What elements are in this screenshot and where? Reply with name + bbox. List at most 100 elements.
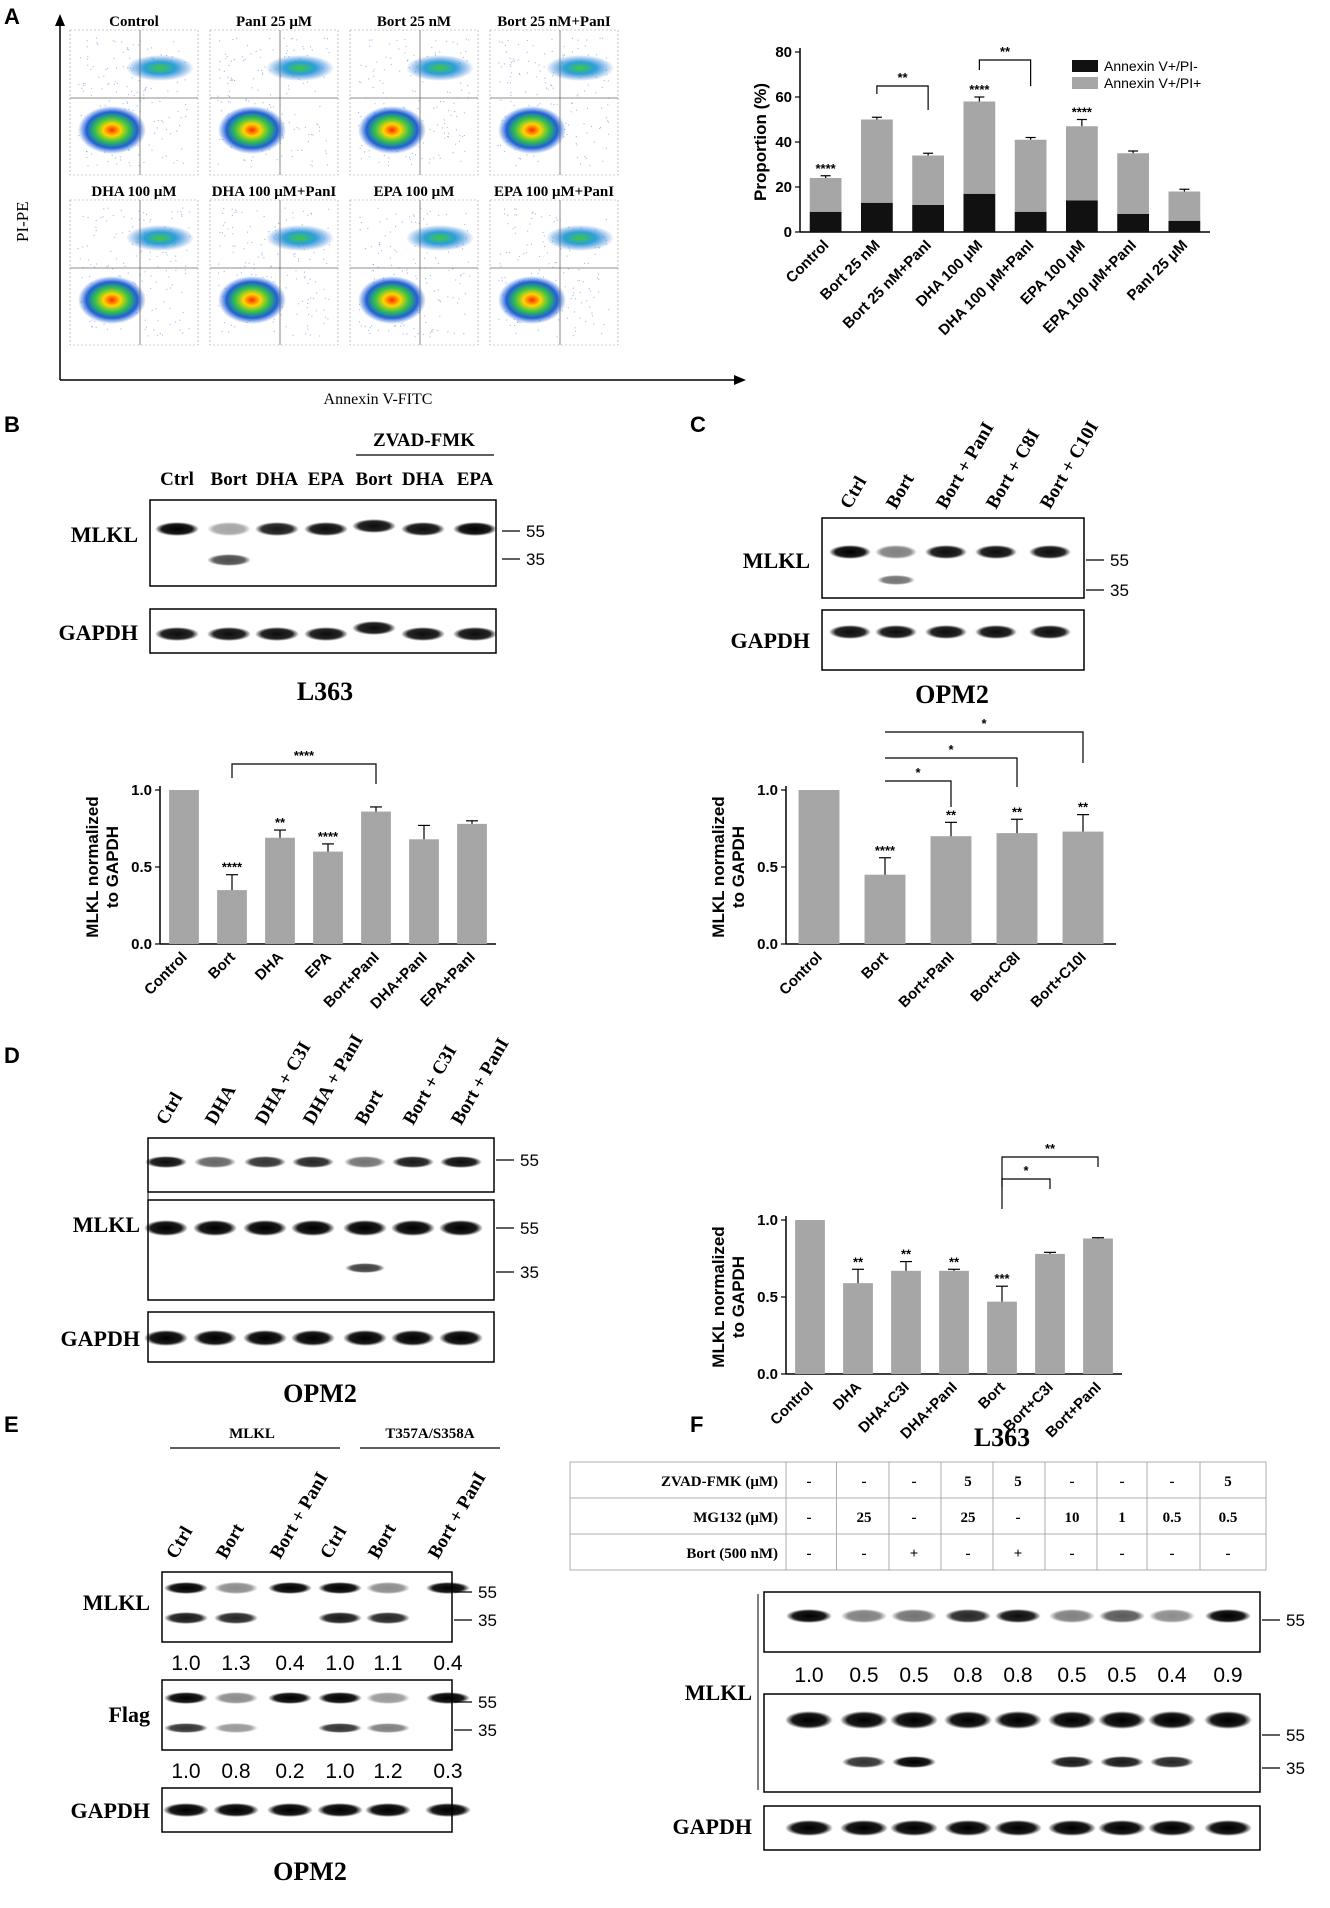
flow-event <box>112 214 114 217</box>
flow-event <box>175 269 177 271</box>
flow-plot: EPA 100 μM+PanI <box>489 184 619 346</box>
flow-event <box>372 264 374 266</box>
flow-event <box>293 128 295 130</box>
flow-event <box>127 49 129 51</box>
flow-event <box>507 223 509 225</box>
flow-event <box>437 299 439 301</box>
condition-value: 0.5 <box>1163 1510 1182 1526</box>
flow-event <box>291 150 293 152</box>
flow-event <box>595 92 597 94</box>
flow-event <box>574 327 576 329</box>
flow-event <box>575 142 577 144</box>
flow-event <box>394 249 396 251</box>
band <box>144 1330 188 1346</box>
x-tick-label: DHA <box>830 1379 865 1414</box>
flow-event <box>463 333 465 335</box>
flow-population-live <box>218 106 286 154</box>
flow-event <box>224 53 226 55</box>
flow-event <box>459 283 461 285</box>
flow-event <box>223 70 225 72</box>
flow-event <box>435 40 437 42</box>
flow-event <box>107 67 109 70</box>
bar <box>930 836 972 944</box>
bar-segment <box>1065 126 1098 201</box>
gapdh-blot-frame <box>821 609 1085 671</box>
flow-event <box>562 54 564 56</box>
flow-event <box>234 59 236 61</box>
flow-event <box>155 308 157 310</box>
flow-event <box>359 216 361 218</box>
flow-event <box>376 61 378 63</box>
band <box>155 522 199 536</box>
condition-value: - <box>1016 1510 1021 1526</box>
flow-event <box>359 229 361 231</box>
flow-event <box>544 82 547 84</box>
flow-plot: PanI 25 μM <box>209 14 339 176</box>
flow-event <box>426 252 428 254</box>
bracket-label: ** <box>1000 44 1011 59</box>
flow-event <box>510 61 512 64</box>
flow-event <box>241 211 243 213</box>
significance-bracket <box>978 59 1032 86</box>
flow-event <box>547 88 549 90</box>
flow-event <box>456 302 459 304</box>
flow-event <box>588 288 590 290</box>
bar-segment <box>963 193 996 232</box>
y-tick-label: 40 <box>775 134 792 151</box>
flow-event <box>508 252 510 254</box>
flow-event <box>223 270 225 272</box>
flow-event <box>143 90 145 92</box>
flow-event <box>292 217 294 219</box>
flow-event <box>306 325 309 327</box>
band <box>214 1692 258 1704</box>
lane-label: Bort + PanI <box>447 1035 513 1129</box>
flow-event <box>250 53 252 55</box>
band <box>244 1156 286 1168</box>
flow-event <box>311 49 313 51</box>
flow-event <box>377 207 379 209</box>
flow-plot-frame <box>349 29 479 176</box>
flow-event <box>111 154 113 156</box>
flow-event <box>188 227 190 229</box>
flow-event <box>586 39 588 41</box>
band <box>365 1803 411 1817</box>
flow-event <box>395 213 397 215</box>
legend-swatch <box>1072 60 1098 72</box>
lane-label: Ctrl <box>836 473 871 513</box>
flow-event <box>293 253 295 256</box>
flow-event <box>150 219 152 221</box>
flow-event <box>304 126 306 128</box>
flow-event <box>598 273 600 275</box>
flow-event <box>576 156 579 159</box>
flow-event <box>367 227 369 230</box>
panel-letter-d: D <box>4 1043 20 1068</box>
flow-event <box>583 90 586 92</box>
flow-event <box>126 86 128 88</box>
flow-event <box>310 133 313 135</box>
condition-table <box>569 1461 1267 1571</box>
lane-label: EPA <box>308 469 345 490</box>
flow-event <box>426 282 428 284</box>
flow-event <box>371 39 373 41</box>
flow-event <box>432 329 434 331</box>
cleaved-band <box>1150 1756 1194 1768</box>
cleaved-band <box>366 1723 410 1733</box>
bar <box>169 790 199 944</box>
flow-event <box>573 292 575 294</box>
flow-event <box>157 334 159 336</box>
flow-event <box>304 276 306 278</box>
flow-event <box>318 126 321 128</box>
mw-label: 55 <box>526 522 545 541</box>
flow-event <box>159 332 161 335</box>
flow-event <box>570 111 572 113</box>
flow-event <box>285 287 287 289</box>
flow-event <box>263 257 265 259</box>
flow-event <box>136 105 138 107</box>
flow-event <box>323 322 325 324</box>
flow-event <box>308 313 310 316</box>
panel-letter-e: E <box>4 1412 19 1437</box>
flow-event <box>140 100 142 102</box>
flow-event <box>261 254 263 256</box>
flow-population-late <box>126 55 194 81</box>
band <box>401 627 445 641</box>
